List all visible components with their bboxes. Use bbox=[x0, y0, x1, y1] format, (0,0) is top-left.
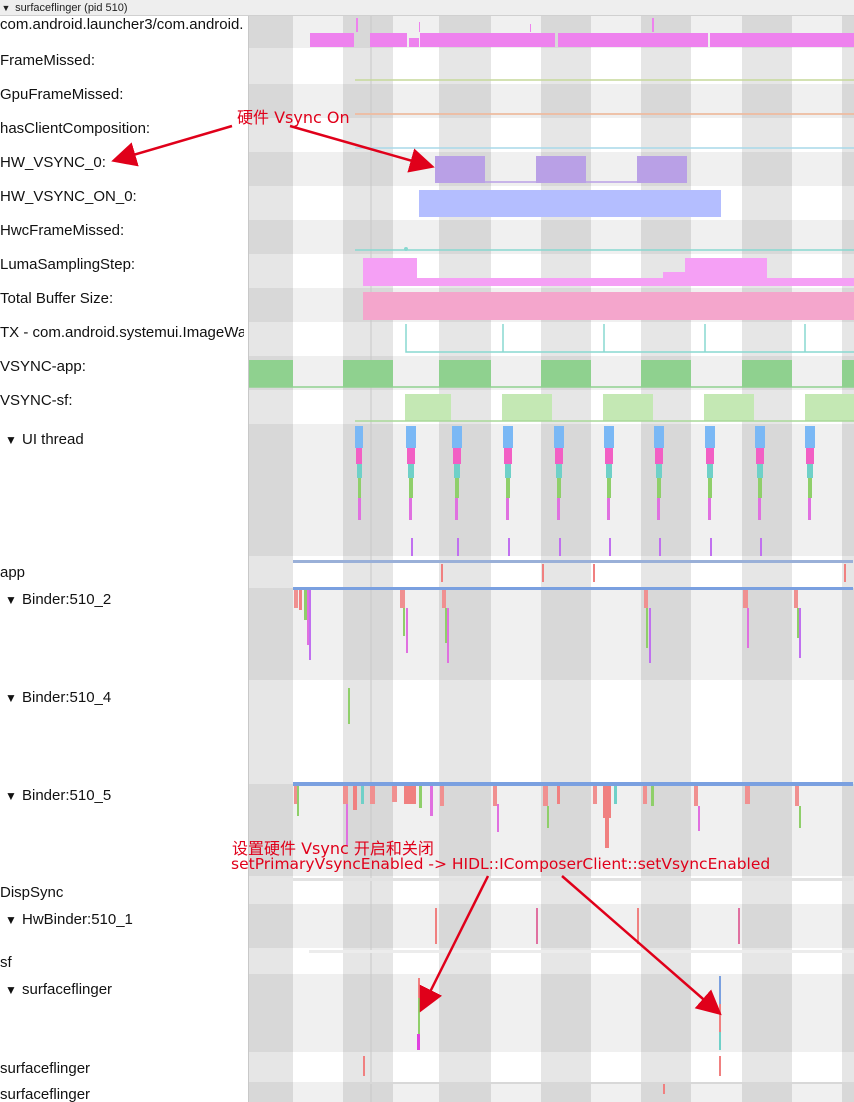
track-label-binder-510-4[interactable]: ▼ Binder:510_4 bbox=[0, 689, 244, 706]
annotation-set-vsync-call: setPrimaryVsyncEnabled -> HIDL::ICompose… bbox=[231, 855, 771, 873]
track-label-vsync-sf[interactable]: VSYNC-sf: bbox=[0, 392, 73, 409]
annotation-hw-vsync-on: 硬件 Vsync On bbox=[237, 108, 350, 127]
surfaceflinger-aux-slices[interactable] bbox=[363, 1056, 854, 1094]
track-label-surfaceflinger-group[interactable]: ▼ surfaceflinger bbox=[0, 981, 244, 998]
vsync-sf-slices[interactable] bbox=[405, 394, 854, 421]
track-label-tx-wallpaper[interactable]: TX - com.android.systemui.ImageWallpaper bbox=[0, 324, 244, 341]
launcher-track-slices[interactable] bbox=[310, 18, 854, 47]
track-label-vsync-app[interactable]: VSYNC-app: bbox=[0, 358, 86, 375]
track-label-surfaceflinger-2[interactable]: surfaceflinger bbox=[0, 1086, 91, 1102]
row-shading bbox=[249, 16, 854, 1102]
timeline-canvas bbox=[249, 16, 854, 1102]
binder-510-2-slices[interactable] bbox=[293, 587, 853, 663]
track-label-hwc-frame-missed[interactable]: HwcFrameMissed: bbox=[0, 222, 125, 239]
triangle-down-icon[interactable]: ▼ bbox=[5, 433, 17, 447]
track-label-column: com.android.launcher3/com.android.launch… bbox=[0, 16, 249, 1102]
track-label-frame-missed[interactable]: FrameMissed: bbox=[0, 52, 96, 69]
dispsync-track bbox=[293, 878, 853, 881]
triangle-down-icon[interactable]: ▼ bbox=[5, 983, 17, 997]
process-header[interactable]: ▼ surfaceflinger (pid 510) bbox=[0, 0, 854, 16]
track-label-hwbinder-510-1[interactable]: ▼ HwBinder:510_1 bbox=[0, 911, 244, 928]
track-label-binder-510-5[interactable]: ▼ Binder:510_5 bbox=[0, 787, 244, 804]
vsync-app-slices[interactable] bbox=[249, 360, 854, 387]
process-title: surfaceflinger (pid 510) bbox=[15, 2, 128, 14]
app-thread-slices[interactable] bbox=[293, 560, 853, 582]
track-label-dispsync[interactable]: DispSync bbox=[0, 884, 64, 901]
track-label-ui-thread[interactable]: ▼ UI thread bbox=[0, 431, 244, 448]
track-label-surfaceflinger-1[interactable]: surfaceflinger bbox=[0, 1060, 91, 1077]
ui-thread-slices[interactable] bbox=[355, 426, 815, 556]
trace-timeline[interactable] bbox=[249, 16, 854, 1102]
triangle-down-icon[interactable]: ▼ bbox=[5, 789, 17, 803]
track-label-launcher[interactable]: com.android.launcher3/com.android.launch… bbox=[0, 16, 244, 33]
track-label-total-buffer-size[interactable]: Total Buffer Size: bbox=[0, 290, 114, 307]
track-label-has-client-composition[interactable]: hasClientComposition: bbox=[0, 120, 151, 137]
track-label-gpu-frame-missed[interactable]: GpuFrameMissed: bbox=[0, 86, 124, 103]
luma-sampling-step-counter[interactable] bbox=[363, 258, 854, 286]
track-label-sf[interactable]: sf bbox=[0, 954, 12, 971]
binder-510-5-slices[interactable] bbox=[293, 782, 853, 848]
binder-510-4-slice[interactable] bbox=[348, 688, 350, 724]
track-label-app[interactable]: app bbox=[0, 564, 26, 581]
triangle-down-icon[interactable]: ▼ bbox=[5, 913, 17, 927]
sf-track bbox=[309, 950, 854, 953]
annotation-set-vsync-title: 设置硬件 Vsync 开启和关闭 bbox=[232, 839, 434, 858]
hw-vsync-0-slices[interactable] bbox=[435, 156, 687, 183]
track-label-hw-vsync-on-0[interactable]: HW_VSYNC_ON_0: bbox=[0, 188, 137, 205]
track-label-luma-sampling-step[interactable]: LumaSamplingStep: bbox=[0, 256, 136, 273]
triangle-down-icon[interactable]: ▼ bbox=[1, 3, 11, 13]
triangle-down-icon[interactable]: ▼ bbox=[5, 691, 17, 705]
track-label-binder-510-2[interactable]: ▼ Binder:510_2 bbox=[0, 591, 244, 608]
hw-vsync-on-0-slice[interactable] bbox=[419, 190, 721, 217]
tx-wallpaper-counter[interactable] bbox=[405, 324, 854, 353]
track-label-hw-vsync-0[interactable]: HW_VSYNC_0: bbox=[0, 154, 106, 171]
triangle-down-icon[interactable]: ▼ bbox=[5, 593, 17, 607]
total-buffer-size-counter[interactable] bbox=[363, 292, 854, 320]
